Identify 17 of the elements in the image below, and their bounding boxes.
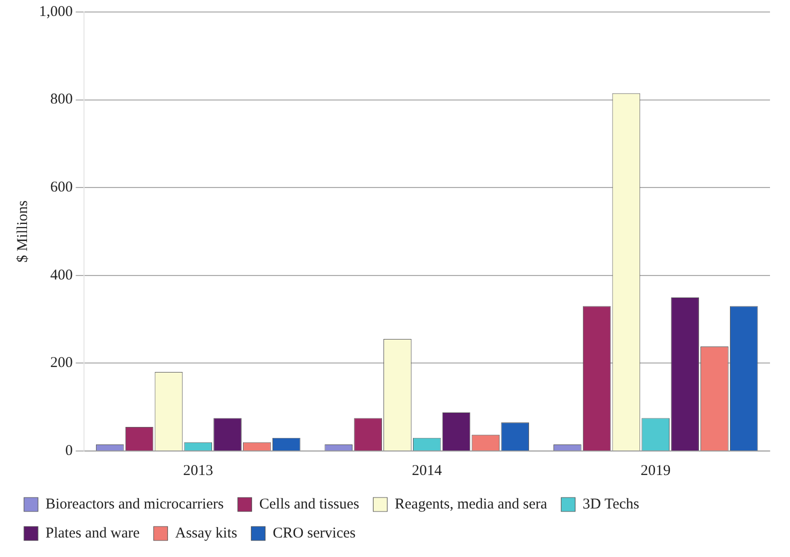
y-tick-label: 200 xyxy=(50,355,73,372)
legend-label: Assay kits xyxy=(175,525,238,542)
legend-label: Cells and tissues xyxy=(259,496,360,512)
legend-label: Plates and ware xyxy=(46,525,140,542)
x-tick-label: 2019 xyxy=(640,462,671,479)
legend-label: CRO services xyxy=(272,525,356,542)
legend-label: Reagents, media and sera xyxy=(394,496,548,512)
y-tick-label: 1,000 xyxy=(39,4,73,20)
y-tick-label: 800 xyxy=(50,92,73,108)
x-tick-label: 2014 xyxy=(412,462,442,479)
y-tick-label: 0 xyxy=(65,442,73,459)
legend-label: Bioreactors and microcarriers xyxy=(46,496,224,512)
legend-label: 3D Techs xyxy=(582,496,640,512)
y-tick-label: 400 xyxy=(50,267,73,284)
y-tick-label: 600 xyxy=(50,180,73,196)
x-tick-label: 2013 xyxy=(183,462,214,479)
y-axis-title: $ Millions xyxy=(14,200,31,263)
